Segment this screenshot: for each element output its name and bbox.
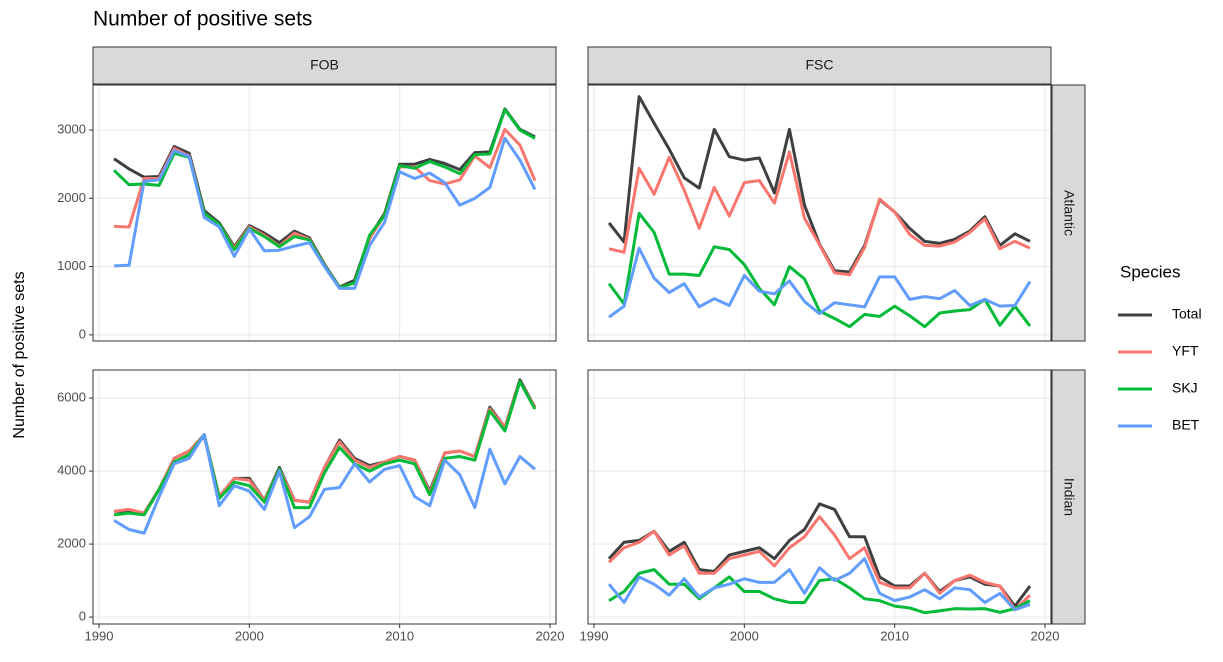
y-tick-label: 6000 — [57, 390, 86, 405]
x-tick-label: 2020 — [536, 628, 565, 643]
facet-strip-label: FSC — [806, 57, 834, 73]
facet-strip — [1051, 369, 1086, 625]
series-line — [608, 246, 1032, 319]
series-line — [608, 515, 1031, 612]
y-tick-label: 2000 — [57, 190, 86, 205]
x-tick-label: 1990 — [85, 628, 114, 643]
panel-border — [92, 84, 557, 342]
facet-strip — [587, 46, 1052, 85]
series-line — [113, 380, 537, 515]
y-tick-label: 2000 — [57, 536, 86, 551]
panel-border — [587, 84, 1052, 342]
panel-background — [93, 370, 556, 624]
y-tick-label: 3000 — [57, 121, 86, 136]
legend-label: YFT — [1172, 343, 1199, 359]
y-tick-label: 0 — [79, 609, 86, 624]
facet-strip — [1051, 84, 1086, 342]
facet-strip-label: Atlantic — [1061, 190, 1077, 236]
panel-border — [92, 369, 557, 625]
series-line — [113, 433, 536, 535]
panel-border — [587, 369, 1052, 625]
x-tick-label: 2010 — [880, 628, 909, 643]
x-tick-label: 2000 — [235, 628, 264, 643]
y-tick-label: 0 — [79, 326, 86, 341]
panel-background — [93, 85, 556, 341]
facet-strip — [92, 46, 557, 85]
panel-background — [588, 85, 1051, 341]
series-line — [607, 211, 1032, 329]
legend-title: Species — [1120, 262, 1180, 281]
series-line — [608, 150, 1031, 277]
x-tick-label: 1990 — [580, 628, 609, 643]
series-line — [113, 380, 537, 517]
y-tick-label: 4000 — [57, 463, 86, 478]
x-tick-label: 2000 — [730, 628, 759, 643]
chart-title: Number of positive sets — [93, 8, 312, 31]
legend-label: BET — [1172, 417, 1200, 433]
facet-strip-label: Indian — [1061, 478, 1077, 516]
y-tick-label: 1000 — [57, 258, 86, 273]
x-tick-label: 2010 — [385, 628, 414, 643]
y-axis-label: Number of positive sets — [11, 271, 28, 438]
legend-label: SKJ — [1172, 380, 1198, 396]
legend-label: Total — [1172, 306, 1202, 322]
x-tick-label: 2020 — [1031, 628, 1060, 643]
series-line — [607, 557, 1031, 612]
facet-strip-label: FOB — [310, 57, 339, 73]
series-line — [113, 136, 537, 290]
